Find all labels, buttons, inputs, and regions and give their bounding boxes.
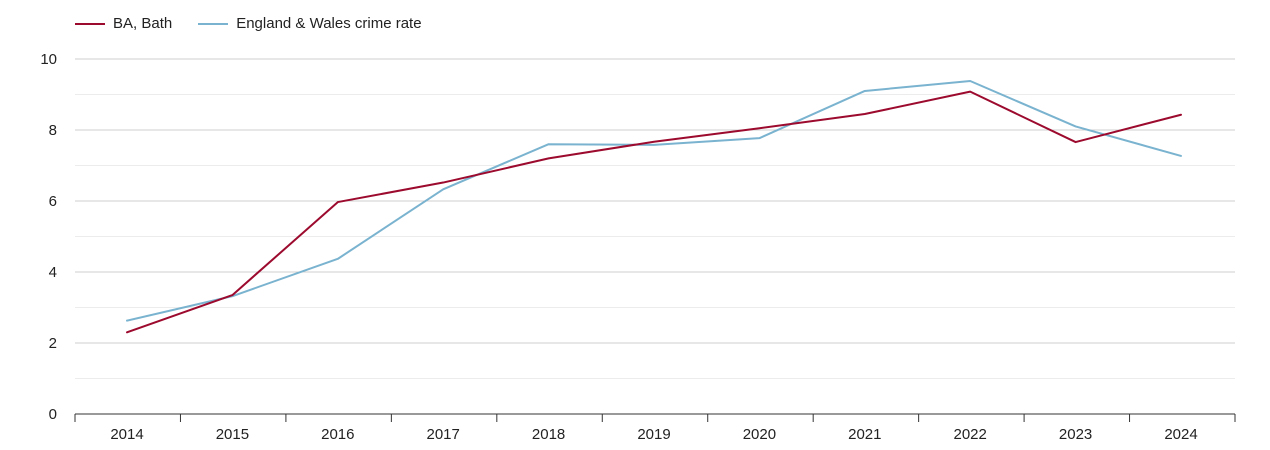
y-tick-label: 6 — [49, 193, 57, 210]
data-point-bath[interactable] — [1178, 112, 1184, 118]
data-point-england-wales[interactable] — [651, 142, 657, 148]
data-point-england-wales[interactable] — [862, 88, 868, 94]
x-tick-label: 2016 — [321, 426, 354, 443]
data-point-england-wales[interactable] — [229, 293, 235, 299]
legend-item-england-wales[interactable]: England & Wales crime rate — [198, 15, 422, 32]
x-tick-label: 2024 — [1164, 426, 1197, 443]
data-point-england-wales[interactable] — [335, 256, 341, 262]
x-tick-label: 2019 — [637, 426, 670, 443]
y-tick-label: 2 — [49, 335, 57, 352]
x-tick-label: 2021 — [848, 426, 881, 443]
data-point-england-wales[interactable] — [1178, 153, 1184, 159]
data-point-bath[interactable] — [756, 125, 762, 131]
y-tick-label: 4 — [49, 264, 57, 281]
y-tick-label: 8 — [49, 122, 57, 139]
series-line-england-wales[interactable] — [126, 80, 1182, 322]
x-tick-label: 2023 — [1059, 426, 1092, 443]
chart-legend: BA, Bath England & Wales crime rate — [75, 15, 422, 32]
data-point-bath[interactable] — [967, 89, 973, 95]
data-point-bath[interactable] — [440, 180, 446, 186]
legend-item-bath[interactable]: BA, Bath — [75, 15, 172, 32]
x-tick-label: 2014 — [110, 426, 143, 443]
data-point-bath[interactable] — [124, 329, 130, 335]
data-point-england-wales[interactable] — [967, 78, 973, 84]
data-point-bath[interactable] — [1073, 139, 1079, 145]
data-point-england-wales[interactable] — [124, 318, 130, 324]
data-point-bath[interactable] — [546, 155, 552, 161]
data-point-england-wales[interactable] — [546, 141, 552, 147]
y-tick-label: 10 — [40, 51, 57, 68]
data-point-england-wales[interactable] — [440, 186, 446, 192]
x-tick-label: 2020 — [743, 426, 776, 443]
data-point-england-wales[interactable] — [1073, 123, 1079, 129]
legend-label-bath: BA, Bath — [113, 15, 173, 32]
series-line-bath[interactable] — [126, 90, 1182, 334]
x-tick-label: 2017 — [427, 426, 460, 443]
legend-swatch-england-wales — [198, 22, 229, 25]
legend-swatch-bath — [75, 22, 105, 25]
x-tick-label: 2018 — [532, 426, 565, 443]
legend-label-england-wales: England & Wales crime rate — [236, 15, 422, 32]
x-tick-label: 2022 — [954, 426, 987, 443]
data-point-bath[interactable] — [862, 111, 868, 117]
x-tick-label: 2015 — [216, 426, 249, 443]
y-tick-label: 0 — [49, 406, 57, 423]
data-point-bath[interactable] — [335, 199, 341, 205]
data-point-england-wales[interactable] — [756, 135, 762, 141]
